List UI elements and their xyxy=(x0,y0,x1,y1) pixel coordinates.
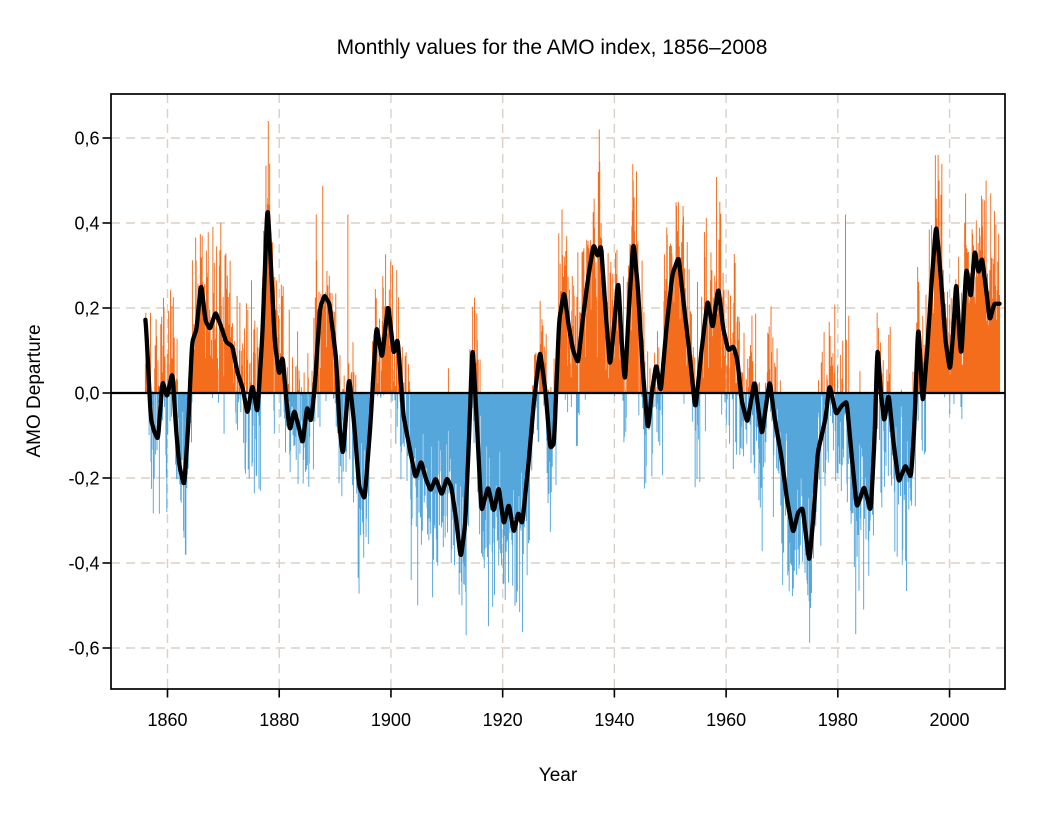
plot-border xyxy=(110,93,1006,690)
y-tick-label: 0,2 xyxy=(74,298,99,318)
y-tick-label: -0,4 xyxy=(68,553,99,573)
monthly-bars xyxy=(144,121,1001,643)
gridlines xyxy=(111,94,1005,689)
x-tick-label: 1900 xyxy=(371,710,411,730)
x-tick-label: 1920 xyxy=(483,710,523,730)
x-tick-label: 1960 xyxy=(706,710,746,730)
x-tick-label: 2000 xyxy=(930,710,970,730)
y-tick-label: 0,0 xyxy=(74,383,99,403)
x-tick-label: 1880 xyxy=(259,710,299,730)
smoothed-curve xyxy=(143,210,1002,561)
y-tick-label: -0,2 xyxy=(68,468,99,488)
axis-ticks xyxy=(102,137,951,698)
axis-tick-labels: 1860 1880 1900 1920 1940 1960 1980 2000 0,6 0,4 0,… xyxy=(68,128,969,730)
x-tick-label: 1980 xyxy=(818,710,858,730)
y-axis-title: AMO Departure xyxy=(24,324,45,457)
y-tick-label: 0,6 xyxy=(74,128,99,148)
x-tick-label: 1940 xyxy=(594,710,634,730)
y-tick-label: 0,4 xyxy=(74,213,99,233)
y-tick-label: -0,6 xyxy=(68,638,99,658)
x-tick-label: 1860 xyxy=(147,710,187,730)
x-axis-title: Year xyxy=(539,765,578,786)
chart-title: Monthly values for the AMO index, 1856–2… xyxy=(337,36,768,59)
